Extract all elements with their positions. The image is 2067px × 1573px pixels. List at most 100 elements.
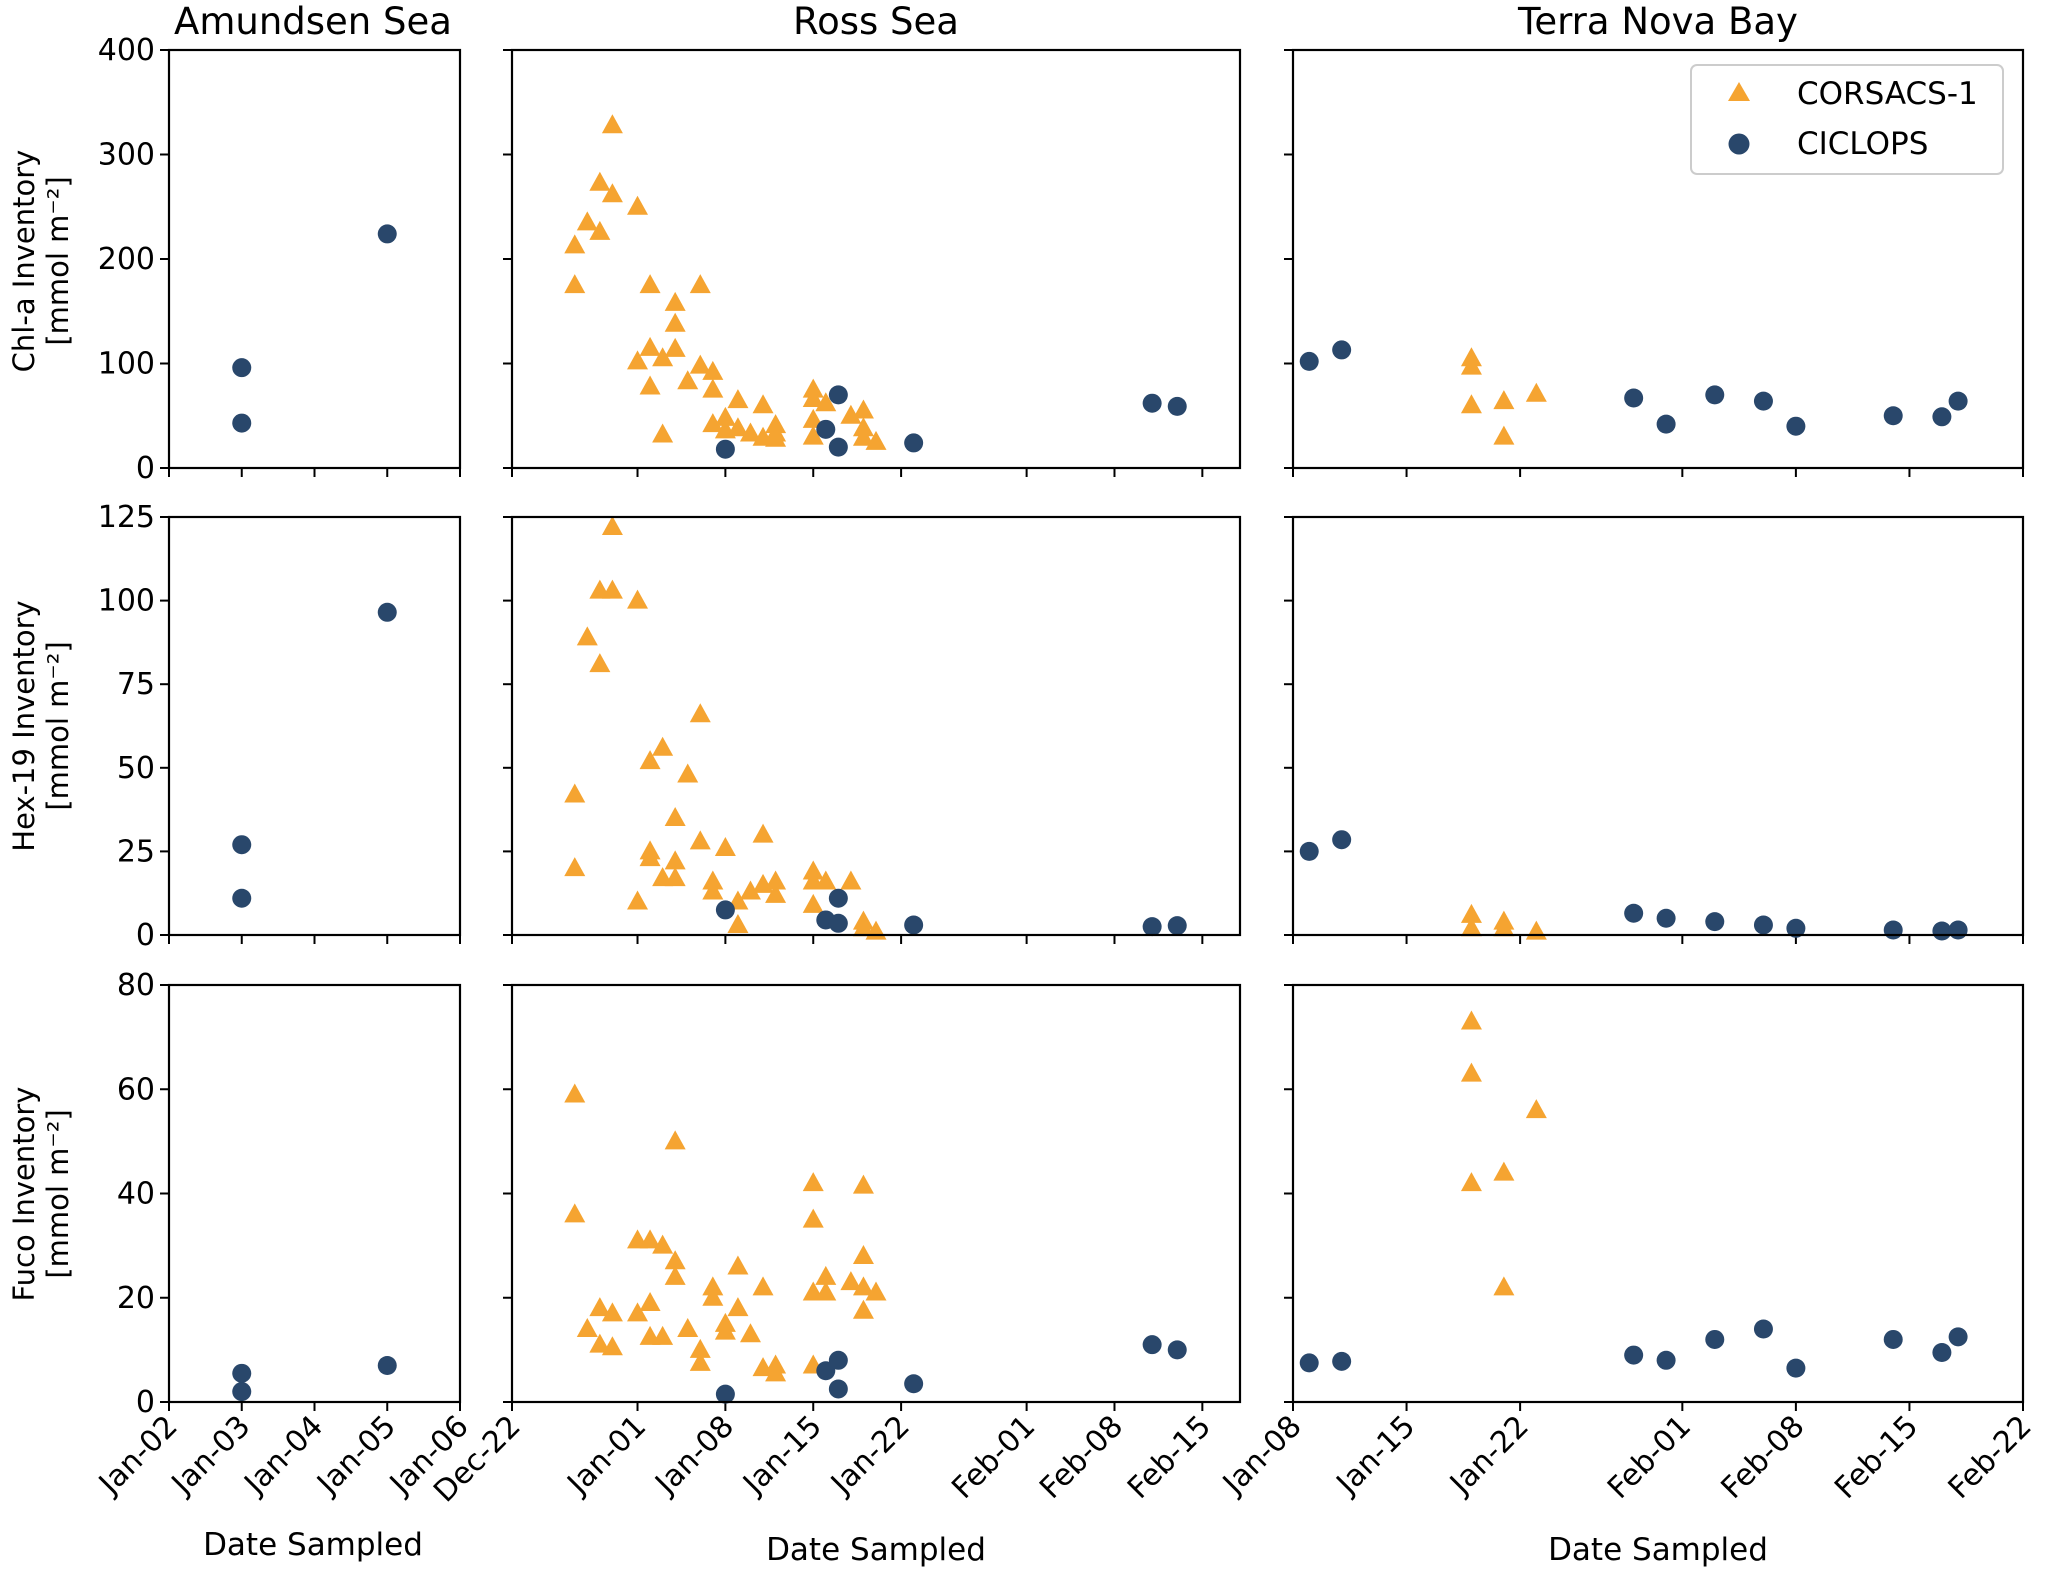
ciclops-point-r1c2-5	[1753, 915, 1773, 935]
ylabel-hex19-line1: Hex-19 Inventory	[7, 600, 41, 851]
panel-r1c2	[1284, 515, 2025, 944]
corsacs-point-r2c1-0	[564, 1083, 586, 1103]
corsacs-point-r2c1-35	[815, 1265, 837, 1285]
ciclops-point-r0c2-2	[1624, 388, 1644, 408]
corsacs-point-r1c1-17	[677, 763, 699, 783]
xlabel-amundsen: Date Sampled	[203, 1527, 423, 1563]
corsacs-point-r2c1-19	[689, 1351, 711, 1371]
ytick-label: 50	[117, 751, 155, 786]
corsacs-point-r1c1-33	[815, 870, 837, 890]
ciclops-point-r1c1-3	[828, 913, 848, 933]
corsacs-point-r1c1-20	[702, 870, 724, 890]
corsacs-point-r1c1-34	[840, 870, 862, 890]
ciclops-point-r2c1-0	[715, 1384, 735, 1404]
legend-corsacs-label: CORSACS-1	[1797, 76, 1978, 112]
corsacs-point-r0c1-13	[652, 423, 674, 443]
corsacs-point-r0c1-27	[739, 422, 761, 442]
corsacs-point-r0c1-21	[702, 378, 724, 398]
corsacs-point-r2c1-13	[652, 1325, 674, 1345]
corsacs-point-r0c1-36	[802, 425, 824, 445]
ytick-label: 25	[117, 834, 155, 869]
ciclops-point-r2c0-1	[232, 1382, 252, 1402]
ciclops-point-r1c1-6	[1167, 916, 1187, 936]
legend-ciclops-circle-icon	[1728, 133, 1750, 155]
corsacs-point-r1c1-16	[664, 867, 686, 887]
ytick-label: 300	[98, 138, 155, 173]
corsacs-point-r2c1-31	[802, 1172, 824, 1192]
ciclops-point-r2c2-6	[1786, 1358, 1806, 1378]
corsacs-point-r1c1-4	[589, 653, 611, 673]
corsacs-point-r0c1-20	[702, 360, 724, 380]
corsacs-point-r0c1-9	[639, 274, 661, 294]
corsacs-point-r2c2-4	[1493, 1276, 1515, 1296]
corsacs-point-r1c1-28	[765, 870, 787, 890]
corsacs-point-r0c1-10	[639, 336, 661, 356]
corsacs-point-r0c1-37	[815, 392, 837, 412]
corsacs-point-r0c1-26	[727, 417, 749, 437]
ytick-label: 60	[117, 1072, 155, 1107]
corsacs-point-r1c1-7	[627, 589, 649, 609]
corsacs-point-r0c1-42	[865, 430, 887, 450]
corsacs-point-r0c1-7	[627, 195, 649, 215]
corsacs-point-r2c1-10	[639, 1291, 661, 1311]
x-axis-labels: Date Sampled Date Sampled Date Sampled	[203, 1527, 1768, 1568]
corsacs-point-r0c1-11	[639, 375, 661, 395]
ytick-label: 125	[98, 500, 155, 535]
corsacs-point-r0c1-4	[589, 171, 611, 191]
corsacs-point-r2c2-1	[1460, 1062, 1482, 1082]
ciclops-point-r2c1-1	[816, 1361, 836, 1381]
ciclops-point-r0c1-2	[828, 385, 848, 405]
corsacs-point-r0c1-0	[564, 274, 586, 294]
ciclops-point-r1c2-1	[1332, 830, 1352, 850]
corsacs-point-r1c1-14	[664, 806, 686, 826]
corsacs-point-r0c2-5	[1525, 382, 1547, 402]
axes-frame-r2c2	[1291, 983, 2025, 1404]
ciclops-point-r0c1-4	[904, 433, 924, 453]
corsacs-point-r0c2-4	[1493, 425, 1515, 445]
ciclops-point-r2c2-3	[1656, 1350, 1676, 1370]
corsacs-point-r1c1-24	[727, 913, 749, 933]
ciclops-point-r0c2-9	[1948, 391, 1968, 411]
corsacs-point-r2c1-39	[852, 1245, 874, 1265]
corsacs-point-r1c1-0	[564, 783, 586, 803]
ciclops-point-r0c2-8	[1932, 407, 1952, 427]
ylabel-fuco-line2: [mmol m⁻²]	[41, 1109, 75, 1278]
ciclops-point-r1c2-2	[1624, 903, 1644, 923]
corsacs-point-r1c2-1	[1460, 917, 1482, 937]
legend-box	[1690, 64, 2004, 175]
ciclops-point-r2c2-8	[1932, 1342, 1952, 1362]
corsacs-point-r1c1-21	[702, 880, 724, 900]
corsacs-point-r1c1-32	[802, 893, 824, 913]
panel-r1c1	[503, 515, 1242, 944]
ciclops-point-r0c2-3	[1656, 414, 1676, 434]
corsacs-point-r1c1-9	[639, 750, 661, 770]
corsacs-point-r1c1-8	[627, 890, 649, 910]
corsacs-point-r2c1-41	[852, 1299, 874, 1319]
axes-frame-r1c2	[1291, 515, 2025, 937]
corsacs-point-r0c1-19	[689, 354, 711, 374]
corsacs-point-r2c1-27	[752, 1276, 774, 1296]
ytick-label: 0	[136, 918, 155, 953]
ciclops-point-r1c1-4	[904, 915, 924, 935]
corsacs-point-r0c1-41	[852, 426, 874, 446]
ylabel-fuco-line1: Fuco Inventory	[7, 1087, 41, 1302]
ciclops-point-r1c2-3	[1656, 908, 1676, 928]
ciclops-point-r0c1-1	[816, 419, 836, 439]
panel-r1c0: 0 25 50 75 100 125	[98, 500, 462, 953]
corsacs-point-r2c1-37	[840, 1271, 862, 1291]
ytick-label: 200	[98, 242, 155, 277]
axes-frame-r0c2	[1291, 48, 2025, 470]
corsacs-point-r0c1-5	[601, 183, 623, 203]
ciclops-point-r1c0-0	[232, 835, 252, 855]
corsacs-point-r2c1-25	[727, 1297, 749, 1317]
ciclops-point-r0c0-0	[232, 358, 252, 378]
ytick-label: 20	[117, 1281, 155, 1316]
corsacs-point-r1c1-6	[601, 516, 623, 536]
corsacs-point-r1c1-18	[689, 703, 711, 723]
ciclops-point-r2c0-2	[377, 1356, 397, 1376]
ciclops-point-r0c2-1	[1332, 340, 1352, 360]
corsacs-point-r0c1-16	[664, 337, 686, 357]
corsacs-point-r0c1-14	[664, 291, 686, 311]
xlabel-ross: Date Sampled	[766, 1532, 986, 1568]
corsacs-point-r2c1-21	[702, 1286, 724, 1306]
